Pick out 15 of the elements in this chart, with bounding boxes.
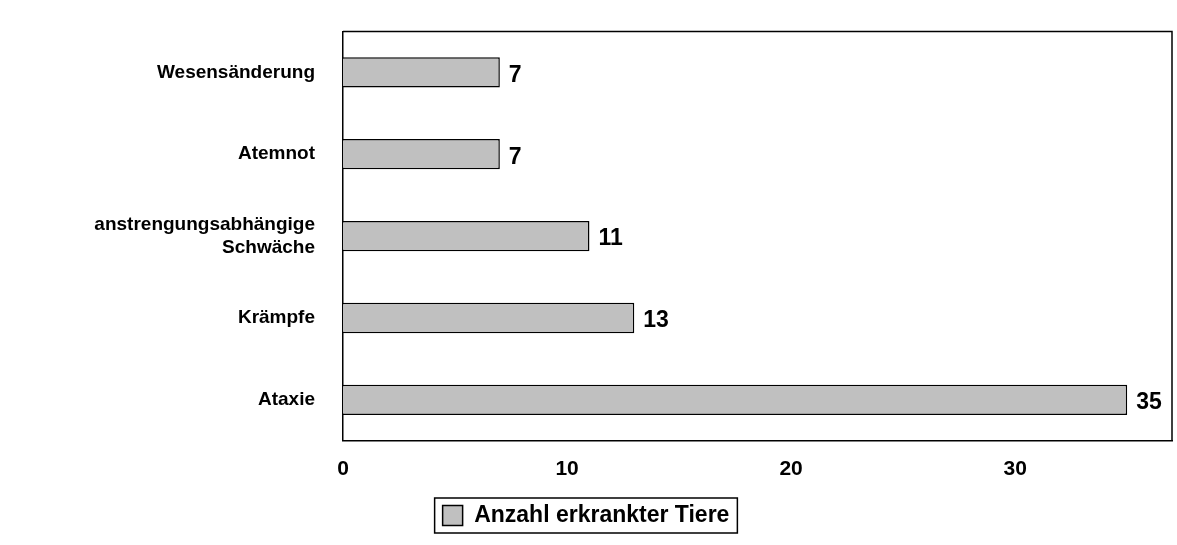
y-tick-label: Wesensänderung (156, 60, 315, 82)
y-tick-label: Ataxie (257, 388, 315, 410)
data-label: 7 (508, 60, 522, 87)
y-tick-label: Krämpfe (237, 306, 315, 328)
y-tick-label: anstrengungsabhängige Schwäche (94, 212, 315, 257)
data-label: 13 (643, 306, 669, 333)
x-tick-label: 10 (555, 456, 579, 480)
data-label: 11 (598, 224, 623, 251)
x-tick-label: 0 (337, 456, 349, 480)
x-tick-label: 20 (779, 456, 803, 480)
legend-label: Anzahl erkrankter Tiere (474, 500, 730, 527)
x-tick-label: 30 (1003, 456, 1027, 480)
data-label: 7 (508, 142, 522, 169)
y-tick-label: Atemnot (237, 142, 316, 164)
data-label: 35 (1136, 388, 1162, 415)
